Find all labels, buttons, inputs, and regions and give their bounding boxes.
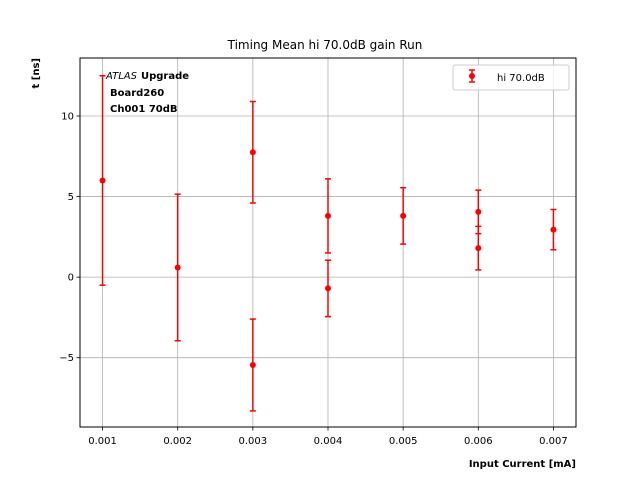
y-tick-label: 10 xyxy=(61,112,74,123)
atlas-text: ATLAS xyxy=(105,71,138,82)
data-point xyxy=(99,177,106,184)
x-tick-label: 0.006 xyxy=(464,436,493,447)
data-point xyxy=(325,285,331,292)
data-point xyxy=(249,149,256,156)
upgrade-text: Upgrade xyxy=(141,71,189,82)
legend-box xyxy=(452,64,570,91)
x-tick-label: 0.005 xyxy=(389,436,418,447)
legend-entry-label: hi 70.0dB xyxy=(497,73,545,84)
y-tick-label: −5 xyxy=(59,353,74,364)
channel-label: Ch001 70dB xyxy=(110,104,178,115)
y-tick-label: 0 xyxy=(68,273,74,284)
x-tick-label: 0.002 xyxy=(163,436,192,447)
legend: hi 70.0dB xyxy=(452,64,570,91)
x-tick-label: 0.007 xyxy=(539,436,568,447)
legend-marker-icon xyxy=(469,69,475,83)
y-axis-label: t [ns] xyxy=(31,58,42,88)
data-point xyxy=(475,245,482,252)
data-point xyxy=(400,212,407,219)
board-label: Board260 xyxy=(110,88,164,99)
x-tick-label: 0.004 xyxy=(314,436,343,447)
data-point xyxy=(249,361,256,368)
data-point xyxy=(550,226,557,233)
legend-point xyxy=(469,73,475,79)
data-point xyxy=(475,208,482,215)
y-tick-label: 5 xyxy=(68,192,74,203)
x-axis-label: Input Current [mA] xyxy=(469,459,576,470)
chart-title: Timing Mean hi 70.0dB gain Run xyxy=(227,38,423,52)
ticks: 0.001 0.002 0.003 0.004 0.005 0.006 0.007 −5 0 5 1… xyxy=(59,112,568,447)
x-tick-label: 0.001 xyxy=(88,436,117,447)
data-series xyxy=(99,74,557,412)
atlas-annotation: ATLAS Upgrade Board260 Ch001 70dB xyxy=(105,71,189,115)
data-point xyxy=(325,212,331,219)
data-point xyxy=(174,264,181,271)
x-tick-label: 0.003 xyxy=(239,436,268,447)
atlas-label-line: ATLAS Upgrade xyxy=(105,71,189,82)
